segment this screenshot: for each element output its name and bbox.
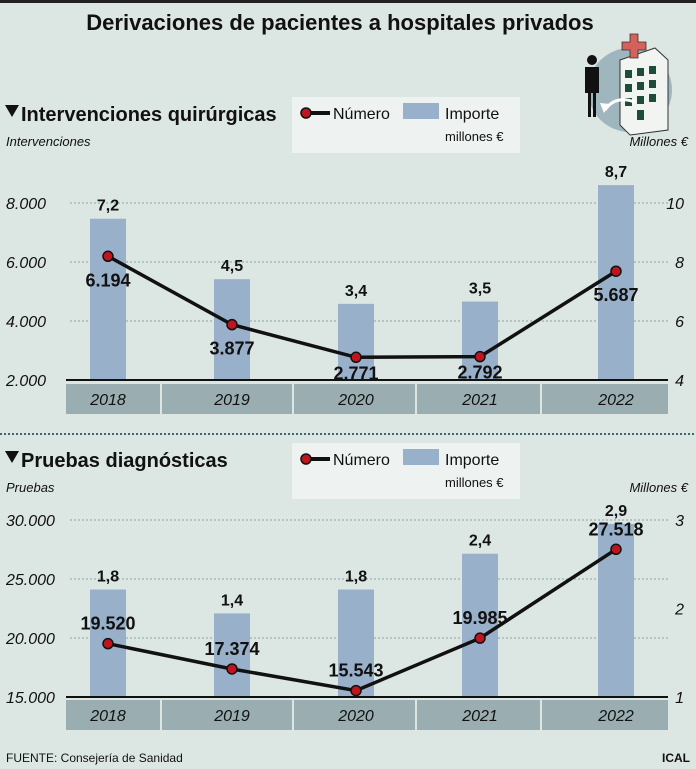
year-band [417, 384, 540, 414]
year-band [66, 700, 160, 730]
left-axis-title: Intervenciones [6, 134, 91, 149]
left-axis-tick: 4.000 [6, 314, 46, 331]
point-numero-2018 [102, 637, 114, 650]
x-axis-tick: 2022 [597, 392, 634, 409]
year-band [542, 700, 668, 730]
top-border [0, 0, 696, 3]
right-axis-title: Millones € [629, 480, 688, 495]
point-numero-2019 [226, 663, 238, 675]
left-axis-tick: 20.000 [5, 631, 55, 648]
legend-line-label: Número [333, 106, 390, 123]
x-axis-tick: 2022 [597, 708, 634, 725]
bar-value-label: 7,2 [97, 198, 119, 215]
point-value-label: 27.518 [588, 519, 643, 539]
right-axis-tick: 8 [675, 255, 684, 272]
x-axis-tick: 2020 [337, 708, 374, 725]
year-band [162, 384, 292, 414]
point-value-label: 15.543 [328, 661, 383, 681]
point-numero-2020 [350, 351, 362, 364]
bar-importe-2020 [338, 589, 374, 697]
bar-importe-2021 [462, 301, 498, 380]
bar-value-label: 2,9 [605, 503, 627, 520]
year-band [417, 700, 540, 730]
legend-bar-unit: millones € [445, 129, 504, 144]
bar-value-label: 1,4 [221, 592, 243, 609]
legend-bar-swatch [403, 103, 439, 119]
year-band [162, 700, 292, 730]
right-axis-tick: 2 [674, 602, 684, 619]
x-axis-tick: 2018 [89, 708, 126, 725]
point-value-label: 5.687 [593, 285, 638, 305]
point-value-label: 17.374 [204, 639, 259, 659]
left-axis-tick: 15.000 [6, 690, 55, 707]
main-title: Derivaciones de pacientes a hospitales p… [86, 10, 593, 35]
year-band [294, 700, 415, 730]
point-numero-2018 [102, 250, 114, 263]
point-numero-2020 [350, 684, 362, 697]
chart-pruebas: Pruebas diagnósticas Número Importe millone… [5, 443, 689, 730]
bar-value-label: 1,8 [97, 569, 119, 586]
chart-title: Pruebas diagnósticas [21, 450, 228, 472]
right-axis-tick: 10 [666, 196, 684, 213]
year-band [294, 384, 415, 414]
left-axis-tick: 2.000 [5, 373, 46, 390]
bar-value-label: 3,4 [345, 283, 367, 300]
x-axis-tick: 2021 [461, 708, 498, 725]
legend-bar-label: Importe [445, 106, 499, 123]
point-value-label: 2.792 [457, 363, 502, 383]
left-axis-tick: 30.000 [6, 513, 55, 530]
left-axis-tick: 6.000 [6, 255, 46, 272]
legend-marker-swatch [300, 107, 312, 119]
point-numero-2021 [474, 350, 486, 363]
point-value-label: 19.520 [80, 614, 135, 634]
x-axis-tick: 2018 [89, 392, 126, 409]
legend-bar-unit: millones € [445, 475, 504, 490]
chart-title: Intervenciones quirúrgicas [21, 104, 277, 126]
chart-intervenciones: Intervenciones quirúrgicas Número Importe m… [5, 97, 689, 414]
legend-bar-swatch [403, 449, 439, 465]
point-value-label: 3.877 [209, 339, 254, 359]
hospital-patient-icon [585, 33, 672, 136]
bar-value-label: 4,5 [221, 258, 243, 275]
bar-importe-2019 [214, 613, 250, 697]
source-note: FUENTE: Consejería de Sanidad [6, 751, 183, 765]
bar-value-label: 1,8 [345, 569, 367, 586]
x-axis-tick: 2019 [213, 392, 250, 409]
x-axis-tick: 2019 [213, 708, 250, 725]
x-axis-tick: 2020 [337, 392, 374, 409]
triangle-bullet-icon [5, 451, 19, 463]
left-axis-tick: 25.000 [5, 572, 55, 589]
bar-importe-2021 [462, 553, 498, 697]
right-axis-tick: 3 [675, 513, 684, 530]
bar-importe-2022 [598, 185, 634, 380]
bar-value-label: 3,5 [469, 281, 491, 298]
triangle-bullet-icon [5, 105, 19, 117]
right-axis-tick: 1 [675, 690, 684, 707]
legend-line-label: Número [333, 452, 390, 469]
left-axis-tick: 8.000 [6, 196, 46, 213]
credit: ICAL [662, 751, 690, 765]
right-axis-tick: 6 [675, 314, 684, 331]
legend-bar-label: Importe [445, 452, 499, 469]
point-numero-2022 [610, 265, 622, 277]
point-numero-2022 [610, 543, 622, 556]
point-numero-2019 [226, 318, 238, 331]
legend-marker-swatch [300, 453, 312, 465]
left-axis-title: Pruebas [6, 480, 55, 495]
year-band [542, 384, 668, 414]
right-axis-title: Millones € [629, 134, 688, 149]
bar-importe-2018 [90, 218, 126, 380]
year-band [66, 384, 160, 414]
bar-value-label: 2,4 [469, 533, 491, 550]
bar-importe-2020 [338, 303, 374, 380]
point-value-label: 6.194 [85, 270, 130, 290]
x-axis-tick: 2021 [461, 392, 498, 409]
bar-value-label: 8,7 [605, 164, 627, 181]
point-value-label: 2.771 [333, 363, 378, 383]
right-axis-tick: 4 [675, 373, 684, 390]
point-value-label: 19.985 [452, 608, 507, 628]
point-numero-2021 [474, 632, 486, 644]
